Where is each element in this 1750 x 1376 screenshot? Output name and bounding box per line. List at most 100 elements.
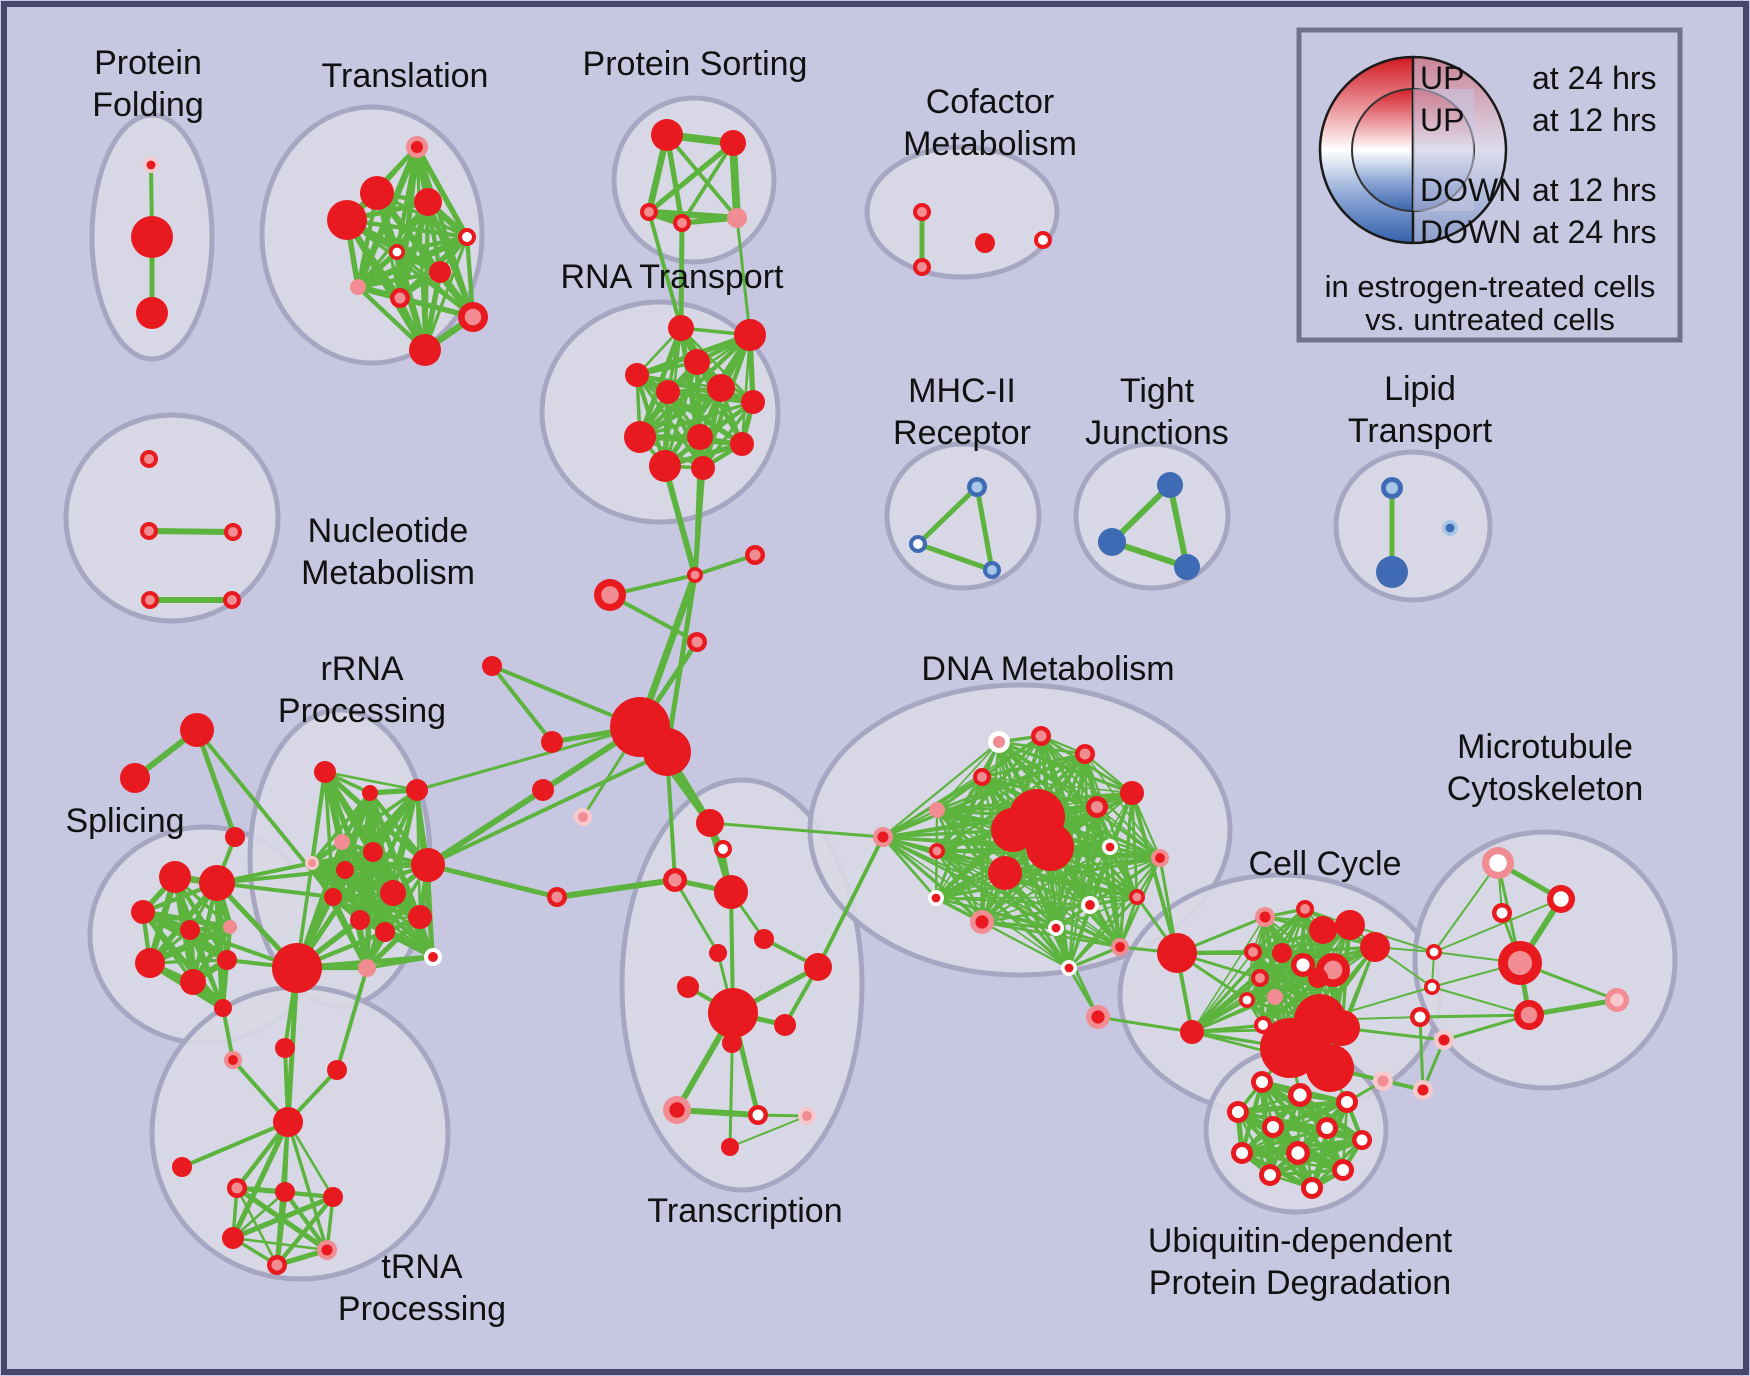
- node-inner: [1132, 892, 1142, 902]
- node-inner: [1035, 730, 1047, 742]
- node-ps4: [673, 214, 691, 232]
- edge: [980, 920, 1122, 949]
- edge: [140, 909, 233, 930]
- node-tc6: [754, 929, 774, 949]
- edge: [343, 216, 429, 354]
- node-bb6: [643, 728, 691, 776]
- edge: [678, 220, 685, 331]
- node-tn8: [323, 1187, 343, 1207]
- edge: [274, 1194, 336, 1268]
- node-rr14: [272, 943, 322, 993]
- node-outer: [327, 1060, 347, 1080]
- node-ub1: [1251, 1071, 1273, 1093]
- node-tr11: [409, 334, 441, 366]
- edge: [1039, 734, 1092, 907]
- node-sp4: [180, 920, 200, 940]
- node-rt7: [741, 390, 765, 414]
- node-tr8: [350, 279, 366, 295]
- node-tr9: [390, 288, 410, 308]
- cluster-label-cofactor-metabolism: Cofactor: [926, 83, 1055, 121]
- node-inner: [1255, 1075, 1269, 1089]
- node-outer: [1306, 1044, 1354, 1092]
- cluster-label-nucleotide-metabolism: Metabolism: [301, 554, 475, 592]
- node-cc22: [1434, 1030, 1454, 1050]
- node-ps3: [640, 203, 658, 221]
- node-nm1: [140, 450, 158, 468]
- node-bb9: [532, 779, 554, 801]
- node-inner: [690, 570, 700, 580]
- edge: [426, 750, 669, 867]
- node-inner: [1340, 1095, 1354, 1109]
- edge: [490, 664, 554, 744]
- edge: [881, 835, 938, 900]
- node-tr7: [429, 261, 451, 283]
- node-outer: [360, 176, 394, 210]
- node-outer: [223, 920, 237, 934]
- edge: [693, 553, 757, 577]
- edge: [980, 845, 1112, 924]
- node-inner: [718, 844, 728, 854]
- node-tr2: [327, 200, 367, 240]
- edge: [1096, 1015, 1194, 1034]
- edge: [935, 846, 1111, 899]
- node-inner: [677, 218, 687, 228]
- node-cf3: [975, 233, 995, 253]
- edge: [365, 863, 430, 970]
- node-outer: [324, 888, 342, 906]
- cluster-label-rrna-processing: rRNA: [320, 650, 403, 688]
- node-inner: [1085, 900, 1095, 910]
- node-dn7: [1086, 796, 1108, 818]
- edge: [1167, 482, 1190, 570]
- edge: [881, 835, 984, 924]
- node-dn14: [1102, 839, 1118, 855]
- edge: [1261, 976, 1320, 1027]
- node-inner: [691, 636, 703, 648]
- node-outer: [375, 922, 395, 942]
- node-ub7: [1231, 1142, 1253, 1164]
- node-tr6: [389, 244, 405, 260]
- node-outer: [1120, 781, 1144, 805]
- node-rt9: [687, 424, 713, 450]
- node-cf1: [913, 203, 931, 221]
- node-tr5: [458, 228, 476, 246]
- cluster-label-tight-junctions: Junctions: [1085, 414, 1229, 452]
- node-cc1: [1255, 907, 1275, 927]
- node-outer: [429, 261, 451, 283]
- node-bb4: [687, 632, 707, 652]
- node-rt6: [656, 380, 680, 404]
- node-inner: [1429, 947, 1439, 957]
- node-tn7: [275, 1182, 295, 1202]
- node-mh1: [967, 477, 987, 497]
- edge: [735, 216, 752, 337]
- node-inner: [1553, 891, 1569, 907]
- node-lt3: [1442, 520, 1458, 536]
- legend: UP at 24 hrs UP at 12 hrs DOWN at 12 hrs…: [1296, 27, 1683, 343]
- node-outer: [1360, 932, 1390, 962]
- node-outer: [988, 856, 1022, 890]
- edge: [1003, 871, 1071, 970]
- node-tc3: [663, 868, 687, 892]
- node-nm2: [140, 522, 158, 540]
- legend-glyph-right-fade: [1413, 89, 1474, 211]
- legend-down-12-dir: DOWN: [1420, 172, 1521, 208]
- node-inner: [752, 1109, 764, 1121]
- node-tc13: [663, 1096, 691, 1124]
- edge: [286, 1120, 329, 1252]
- node-outer: [1376, 556, 1408, 588]
- node-inner: [1356, 1134, 1368, 1146]
- node-bb7: [482, 656, 502, 676]
- edge: [1267, 1137, 1365, 1178]
- node-cf4: [1034, 231, 1052, 249]
- node-outer: [625, 363, 649, 387]
- node-bb2: [745, 545, 765, 565]
- node-inner: [975, 915, 989, 929]
- edge: [1433, 898, 1562, 953]
- node-outer: [1098, 528, 1126, 556]
- node-outer: [677, 976, 699, 998]
- node-outer: [358, 959, 376, 977]
- edge: [915, 541, 995, 573]
- node-mt5: [1424, 979, 1440, 995]
- node-cc13: [1308, 968, 1328, 988]
- node-outer: [649, 450, 681, 482]
